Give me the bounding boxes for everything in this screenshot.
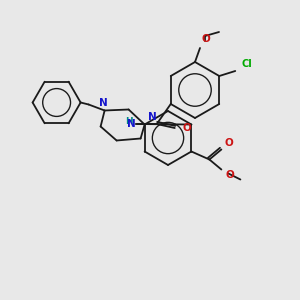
Text: O: O: [202, 34, 211, 44]
Text: O: O: [224, 137, 233, 148]
Text: O: O: [183, 123, 191, 133]
Text: N: N: [127, 119, 136, 129]
Text: H: H: [125, 118, 133, 127]
Text: N: N: [99, 98, 108, 107]
Text: Cl: Cl: [241, 59, 252, 69]
Text: O: O: [225, 170, 234, 181]
Text: N: N: [148, 112, 156, 122]
